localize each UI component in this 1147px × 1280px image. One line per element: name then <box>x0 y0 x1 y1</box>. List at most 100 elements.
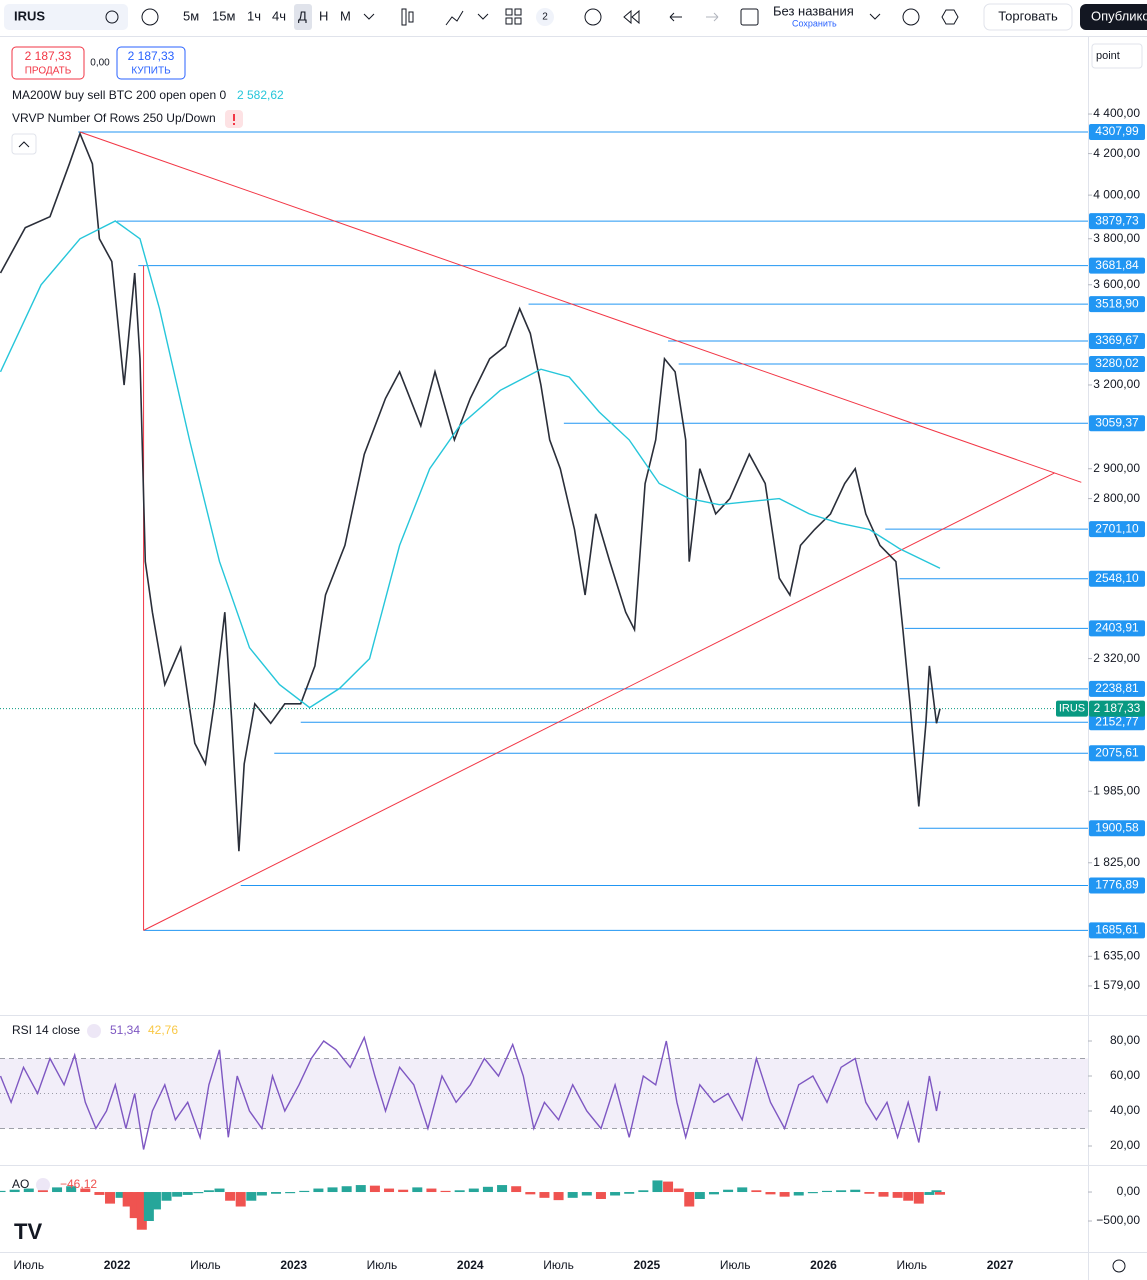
legend-value: 51,34 <box>110 1023 140 1037</box>
ao-bar <box>673 1188 684 1193</box>
ao-bar <box>341 1186 352 1193</box>
ao-bar <box>37 1190 48 1193</box>
settings[interactable] <box>941 9 959 25</box>
level-label: 3879,73 <box>1095 213 1139 227</box>
undo[interactable] <box>669 12 682 22</box>
y-tick-label: 60,00 <box>1110 1068 1140 1082</box>
x-tick-label: Июль <box>13 1258 44 1272</box>
x-tick-label: Июль <box>896 1258 927 1272</box>
y-tick-label: 3 600,00 <box>1093 277 1140 291</box>
ao-bar <box>638 1190 649 1193</box>
add-symbol[interactable] <box>141 8 159 26</box>
interval[interactable]: 15м <box>212 8 235 23</box>
rsi-legend[interactable]: RSI 14 close <box>12 1023 80 1037</box>
y-tick-label: 1 985,00 <box>1093 783 1140 797</box>
dropdown[interactable] <box>869 13 881 20</box>
x-tick-label: Июль <box>190 1258 221 1272</box>
ao-bar <box>652 1180 663 1193</box>
ao-bar <box>271 1192 282 1194</box>
layout-icon[interactable] <box>740 8 759 26</box>
ao-bar <box>913 1192 924 1204</box>
interval[interactable]: Д <box>298 8 307 23</box>
indicators[interactable] <box>445 10 464 26</box>
legend-value: 42,76 <box>148 1023 178 1037</box>
layout[interactable] <box>514 17 522 25</box>
ao-bar <box>193 1192 204 1194</box>
level-tag <box>1089 333 1145 350</box>
ao-bar <box>610 1192 621 1196</box>
trade-button[interactable] <box>983 3 1073 31</box>
level-tag <box>1089 620 1145 637</box>
level-label: 1776,89 <box>1095 878 1139 892</box>
rsi-icon[interactable] <box>87 1024 101 1038</box>
layout[interactable] <box>505 8 513 16</box>
ao-bar <box>161 1192 172 1201</box>
interval[interactable]: М <box>340 8 351 23</box>
scale-mode-text[interactable]: point <box>1096 50 1120 62</box>
x-tick-label: 2023 <box>280 1258 307 1272</box>
interval[interactable]: 1ч <box>247 8 261 23</box>
buy-price[interactable]: 2 187,33 <box>128 49 175 63</box>
ao-bar <box>369 1185 380 1193</box>
interval[interactable]: Н <box>319 8 328 23</box>
layout-count: 2 <box>542 12 548 23</box>
chart-type[interactable] <box>408 11 414 23</box>
ao-bar <box>313 1188 324 1193</box>
ao-bar <box>327 1187 338 1193</box>
dropdown[interactable] <box>363 13 375 20</box>
level-label: 2701,10 <box>1095 521 1139 535</box>
ao-bar <box>468 1188 479 1193</box>
ao-bar <box>807 1192 818 1194</box>
dropdown[interactable] <box>477 13 489 20</box>
ao-bar <box>836 1190 847 1193</box>
level-label: 3059,37 <box>1095 415 1139 429</box>
toolbar <box>0 0 1147 36</box>
search[interactable] <box>902 8 920 26</box>
level-tag <box>1089 570 1145 587</box>
y-tick-label: 4 400,00 <box>1093 106 1140 120</box>
ao-bar <box>779 1192 790 1197</box>
indicator-legend[interactable]: MA200W buy sell BTC 200 open open 0 <box>12 88 226 102</box>
last-price-label: 2 187,33 <box>1094 701 1141 715</box>
replay[interactable] <box>623 9 640 25</box>
symbol-search[interactable] <box>4 4 128 30</box>
ao-bar <box>737 1187 748 1193</box>
alert[interactable] <box>584 8 602 26</box>
sell-button[interactable] <box>11 46 85 80</box>
y-tick-label: 4 200,00 <box>1093 146 1140 160</box>
level-tag <box>1089 296 1145 313</box>
buy-label[interactable]: КУПИТЬ <box>131 66 171 77</box>
collapse-legend[interactable] <box>11 133 37 155</box>
ao-legend[interactable]: AO <box>12 1177 29 1191</box>
trade[interactable]: Торговать <box>998 8 1058 23</box>
layout[interactable] <box>505 17 513 25</box>
layout-name[interactable]: Без названия <box>773 3 854 18</box>
interval-active <box>294 4 312 30</box>
scale-mode[interactable] <box>1091 43 1143 69</box>
symbol[interactable]: IRUS <box>14 8 45 23</box>
level-tag <box>1089 680 1145 697</box>
sell-price[interactable]: 2 187,33 <box>25 49 72 63</box>
trendline <box>143 472 1056 931</box>
sell-label[interactable]: ПРОДАТЬ <box>25 66 72 77</box>
indicator-legend[interactable]: VRVP Number Of Rows 250 Up/Down <box>12 111 216 125</box>
ao-bar <box>150 1192 161 1210</box>
layout[interactable] <box>514 8 522 16</box>
interval[interactable]: 5м <box>183 8 199 23</box>
ao-bar <box>525 1192 536 1195</box>
save-status[interactable]: Сохранить <box>792 18 837 28</box>
icon[interactable] <box>105 10 119 24</box>
redo[interactable] <box>706 12 719 22</box>
publish[interactable]: Опублико <box>1091 8 1147 23</box>
level-tag <box>1089 877 1145 894</box>
interval[interactable]: 4ч <box>272 8 286 23</box>
buy-button[interactable] <box>116 46 186 80</box>
publish-button[interactable] <box>1080 4 1147 30</box>
chart-type[interactable] <box>401 8 407 26</box>
settings-icon[interactable] <box>1112 1259 1126 1273</box>
y-tick-label: 1 635,00 <box>1093 948 1140 962</box>
level-label: 3280,02 <box>1095 356 1139 370</box>
ao-bar <box>553 1192 564 1201</box>
ao-icon[interactable] <box>36 1178 50 1192</box>
level-label: 2075,61 <box>1095 745 1139 759</box>
